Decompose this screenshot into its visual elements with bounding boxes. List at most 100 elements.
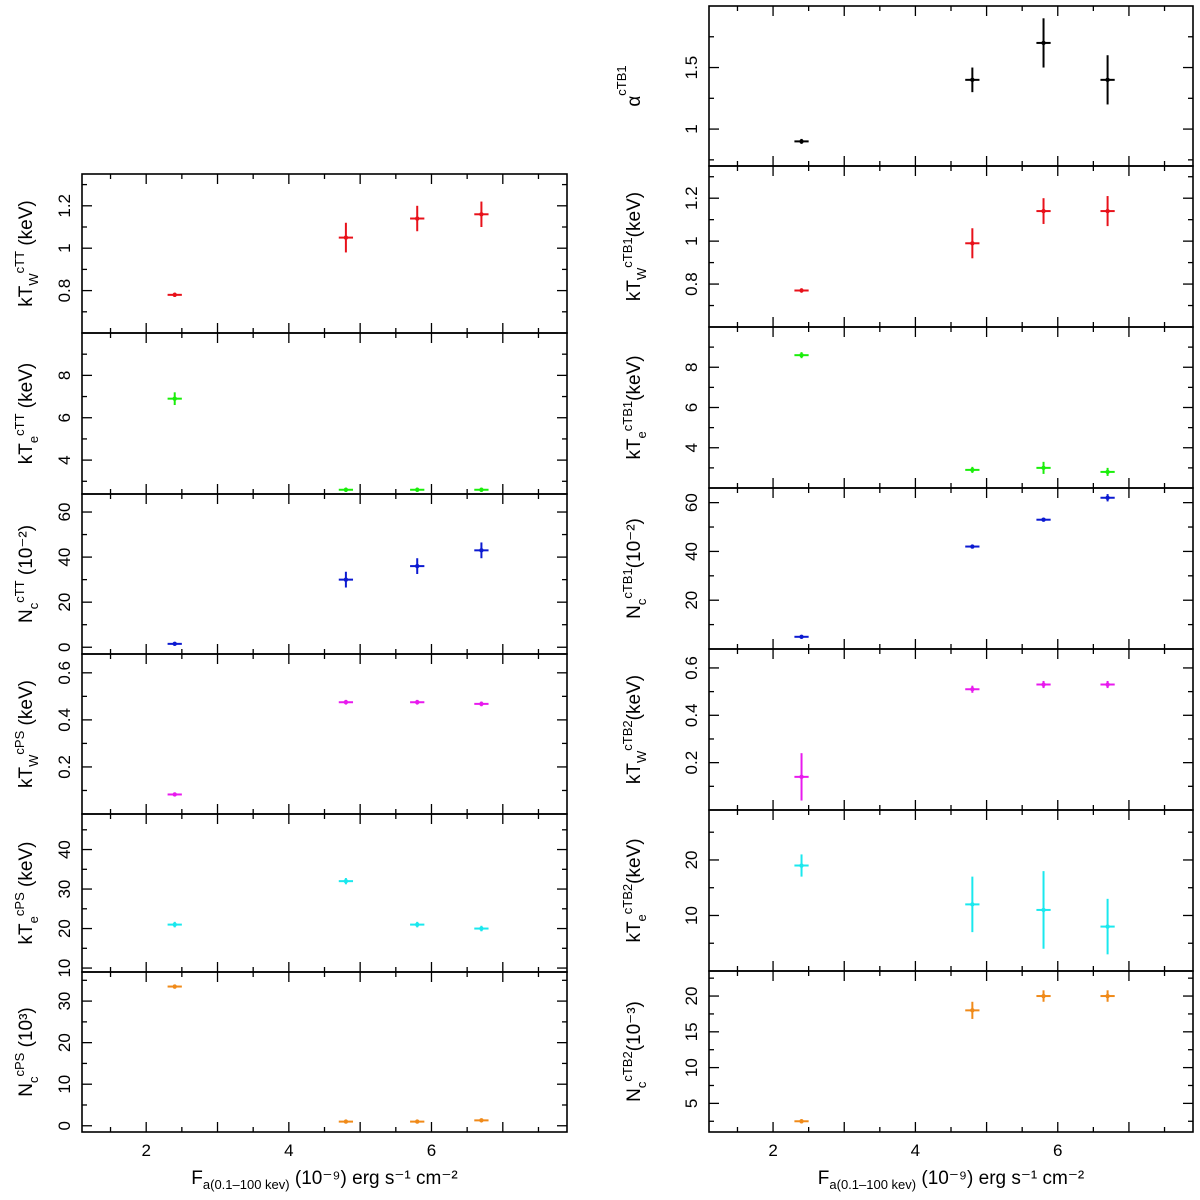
y-tick-label: 1.2 xyxy=(682,186,701,210)
x-label-part: F xyxy=(191,1168,203,1189)
y-label-part: cTB2 xyxy=(620,1051,635,1081)
y-label-part: c xyxy=(26,1076,41,1083)
panel-frame xyxy=(81,653,568,815)
x-axis-label: Fa(0.1–100 kev) (10⁻⁹) erg s⁻¹ cm⁻² xyxy=(818,1168,1084,1192)
x-label-part: F xyxy=(818,1168,830,1189)
panel-frame xyxy=(81,493,568,655)
y-tick-label: 0 xyxy=(55,1121,74,1130)
data-point xyxy=(338,877,354,885)
marker xyxy=(415,563,420,569)
data-point xyxy=(1036,461,1051,474)
marker xyxy=(1041,517,1046,522)
y-label-part: (keV) xyxy=(624,838,645,883)
y-axis-label: NccPS (10³) xyxy=(12,1007,41,1096)
y-tick-label: 10 xyxy=(55,959,74,978)
marker xyxy=(479,1118,484,1123)
y-label-part: (keV) xyxy=(16,680,37,731)
data-point xyxy=(410,205,425,232)
data-point xyxy=(965,67,980,93)
data-point xyxy=(965,466,980,473)
y-axis-label: kTWcTB1(keV) xyxy=(620,192,649,301)
panel-L4: 0.2 0.4 0.6 kTWcPS (keV) xyxy=(12,653,568,815)
y-label-part: c xyxy=(634,598,649,605)
panel-frame xyxy=(81,971,568,1133)
x-tick-label: 2 xyxy=(768,1141,777,1160)
panel-L6: 0 10 20 30 NccPS (10³) xyxy=(12,971,568,1133)
y-label-part: W xyxy=(26,273,41,286)
y-label-part: kT xyxy=(16,285,37,307)
y-tick-label: 60 xyxy=(55,503,74,522)
y-tick-label: 1 xyxy=(55,243,74,252)
y-tick-label: 0.8 xyxy=(682,272,701,296)
y-label-part: cTB1 xyxy=(620,568,635,598)
data-point xyxy=(965,685,980,693)
panel-frame xyxy=(708,648,1194,811)
marker xyxy=(343,700,349,705)
data-point xyxy=(794,753,809,801)
panel-L1: 0.8 1 1.2 kTWcTT (keV) xyxy=(12,173,568,334)
marker xyxy=(799,634,804,640)
data-point xyxy=(1036,517,1051,522)
marker xyxy=(1041,682,1046,687)
y-tick-label: 20 xyxy=(682,851,701,870)
y-tick-label: 8 xyxy=(682,363,701,372)
panel-L3: 0 20 40 60 NccTT (10⁻²) xyxy=(12,493,568,655)
marker xyxy=(1105,682,1110,687)
y-label-part: (10³) xyxy=(16,1007,37,1052)
data-point xyxy=(1100,990,1115,1002)
data-point xyxy=(167,392,182,406)
data-point xyxy=(794,1119,809,1124)
marker xyxy=(970,77,975,83)
y-tick-label: 20 xyxy=(55,593,74,612)
marker xyxy=(799,863,804,868)
data-point xyxy=(338,487,354,492)
marker xyxy=(970,544,975,549)
y-tick-label: 1 xyxy=(682,124,701,133)
y-axis-label: NccTT (10⁻²) xyxy=(12,525,41,623)
panel-R6: 10 20 kTecTB2(keV) xyxy=(620,809,1194,972)
data-point xyxy=(794,352,809,359)
marker xyxy=(1105,208,1110,214)
marker xyxy=(970,1008,975,1013)
marker xyxy=(479,926,484,931)
x-label-part: (10⁻⁹) erg s⁻¹ cm⁻² xyxy=(916,1168,1084,1189)
data-point xyxy=(1036,871,1051,949)
panel-frame xyxy=(708,970,1194,1133)
data-point xyxy=(1036,680,1051,689)
marker xyxy=(1105,924,1110,929)
y-tick-label: 0.6 xyxy=(55,661,74,685)
y-label-part: e xyxy=(634,914,649,921)
marker xyxy=(970,687,975,692)
data-point xyxy=(474,925,489,932)
y-label-part: W xyxy=(26,754,41,767)
y-label-part: (keV) xyxy=(16,842,37,893)
data-point xyxy=(1100,55,1115,105)
y-label-part: kT xyxy=(624,763,645,785)
marker xyxy=(479,701,484,707)
marker xyxy=(1041,993,1046,999)
panel-frame xyxy=(81,813,568,973)
data-point xyxy=(167,984,182,989)
data-point xyxy=(410,558,425,574)
data-point xyxy=(794,634,809,640)
marker xyxy=(343,1119,349,1124)
marker xyxy=(172,792,177,797)
y-label-part: cPS xyxy=(12,892,27,916)
y-label-part: kT xyxy=(16,923,37,945)
y-label-part: c xyxy=(634,1081,649,1088)
data-point xyxy=(410,1119,425,1124)
y-label-part: kT xyxy=(624,438,645,460)
x-tick-label: 4 xyxy=(284,1141,293,1160)
marker xyxy=(172,922,177,927)
x-tick-label: 6 xyxy=(1053,1141,1062,1160)
y-tick-label: 0.6 xyxy=(682,656,701,680)
marker xyxy=(415,922,420,927)
panel-R2: 0.8 1 1.2 kTWcTB1(keV) xyxy=(620,165,1194,328)
data-point xyxy=(474,487,489,492)
marker xyxy=(1041,208,1046,214)
y-tick-label: 5 xyxy=(682,1099,701,1108)
y-tick-label: 0.2 xyxy=(55,755,74,779)
data-point xyxy=(167,292,182,298)
y-tick-label: 10 xyxy=(55,1075,74,1094)
